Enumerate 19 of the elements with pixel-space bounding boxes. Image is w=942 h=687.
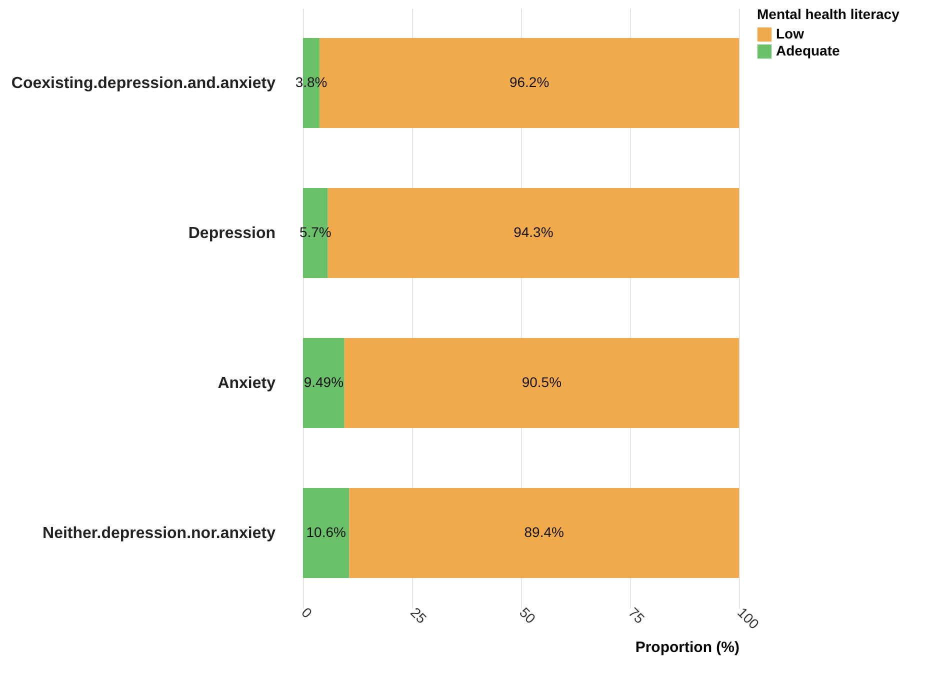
legend-label: Low <box>776 26 804 42</box>
x-tick-label: 0 <box>298 604 316 622</box>
x-tick-label: 50 <box>516 604 540 627</box>
data-label: 89.4% <box>524 524 564 540</box>
y-tick-label: Anxiety <box>218 375 276 392</box>
data-label: 90.5% <box>522 374 562 390</box>
x-axis-title: Proportion (%) <box>635 638 740 656</box>
data-label: 94.3% <box>514 224 554 240</box>
y-tick-label: Coexisting.depression.and.anxiety <box>11 75 276 92</box>
y-tick-label: Depression <box>188 225 276 242</box>
data-label: 10.6% <box>306 524 346 540</box>
legend-title: Mental health literacy <box>757 6 900 22</box>
data-label: 96.2% <box>509 74 550 90</box>
x-tick-label: 25 <box>408 604 430 627</box>
data-label: 9.49% <box>304 374 344 390</box>
y-tick-label: Neither.depression.nor.anxiety <box>42 525 276 542</box>
legend-label: Adequate <box>776 42 840 58</box>
x-tick-label: 75 <box>626 604 648 627</box>
x-tick-label: 100 <box>734 604 763 632</box>
